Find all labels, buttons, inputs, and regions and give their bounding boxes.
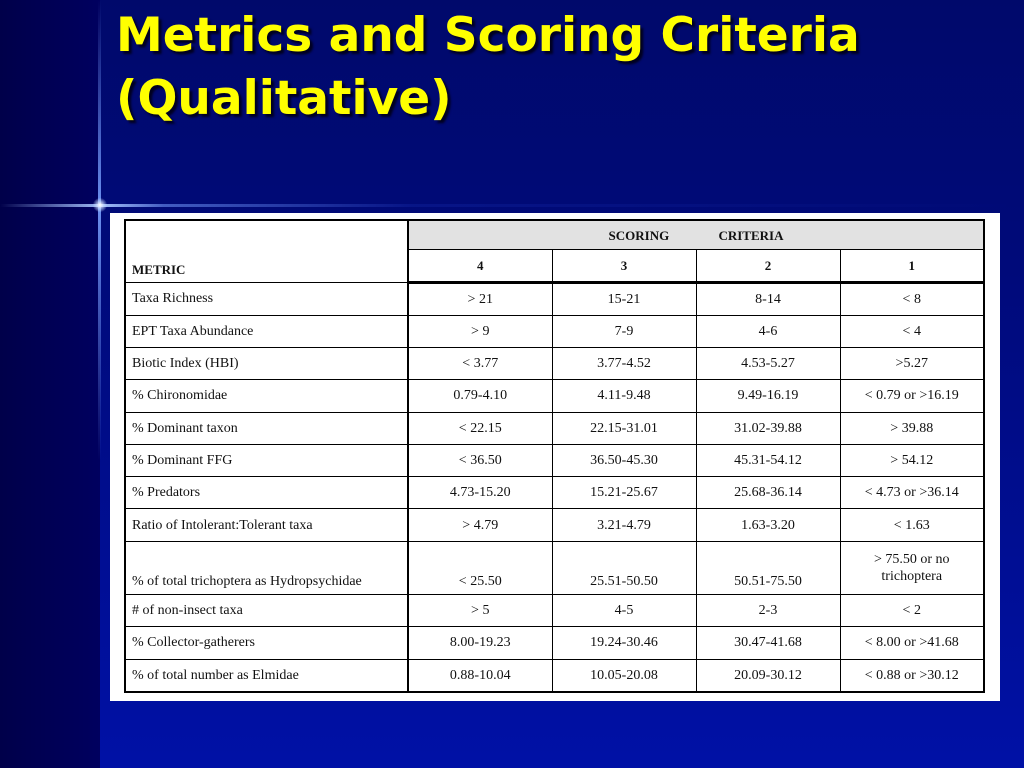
table-row: # of non-insect taxa > 5 4-5 2-3 < 2 [124,594,985,628]
metric-name-cell: % of total number as Elmidae [124,658,409,693]
score-cell: 7-9 [551,314,697,349]
table-row: % of total number as Elmidae 0.88-10.04 … [124,658,985,693]
metric-name-cell: % Collector-gatherers [124,626,409,660]
score-cell: < 22.15 [407,411,553,445]
score-cell: < 25.50 [407,540,553,596]
metric-name-cell: # of non-insect taxa [124,594,409,628]
scoring-criteria-header: SCORING CRITERIA [407,219,985,251]
table-row: % Chironomidae 0.79-4.10 4.11-9.48 9.49-… [124,379,985,413]
score-cell: > 75.50 or no trichoptera [839,540,985,596]
score-cell: 22.15-31.01 [551,411,697,445]
score-cell: 4.73-15.20 [407,476,553,510]
score-cell: 4.11-9.48 [551,379,697,413]
score-cell: 31.02-39.88 [695,411,841,445]
score-cell: < 2 [839,594,985,628]
score-cell: > 9 [407,314,553,349]
score-cell: 3.21-4.79 [551,508,697,542]
metric-name-cell: Ratio of Intolerant:Tolerant taxa [124,508,409,542]
score-cell: 8-14 [695,281,841,316]
table-panel: METRIC SCORING CRITERIA 4 3 2 1 Taxa Ric… [110,213,1000,701]
table-header-row: METRIC SCORING CRITERIA [124,219,985,283]
score-cell: 4-5 [551,594,697,628]
slide-title-line-1: Metrics and Scoring Criteria [116,8,860,63]
score-cell: 15.21-25.67 [551,476,697,510]
metric-name-cell: Biotic Index (HBI) [124,347,409,381]
table-row: % Dominant FFG < 36.50 36.50-45.30 45.31… [124,443,985,478]
score-cell: < 8 [839,281,985,316]
metric-column-header: METRIC [124,219,409,283]
score-cell: < 0.79 or >16.19 [839,379,985,413]
score-column-header: 2 [695,249,841,284]
slide-title-line-2: (Qualitative) [116,71,452,126]
table-row: % of total trichoptera as Hydropsychidae… [124,540,985,596]
score-cell: > 5 [407,594,553,628]
score-column-header: 3 [551,249,697,284]
score-cell: < 4 [839,314,985,349]
score-column-header: 1 [839,249,985,284]
score-cell: > 4.79 [407,508,553,542]
vertical-light-streak [98,0,101,768]
metric-name-cell: EPT Taxa Abundance [124,314,409,349]
score-cell: < 8.00 or >41.68 [839,626,985,660]
score-cell: 8.00-19.23 [407,626,553,660]
score-cell: 36.50-45.30 [551,443,697,478]
score-cell: 2-3 [695,594,841,628]
metric-name-cell: % of total trichoptera as Hydropsychidae [124,540,409,596]
score-cell: 3.77-4.52 [551,347,697,381]
score-columns-row: 4 3 2 1 [125,249,985,284]
table-row: % Predators 4.73-15.20 15.21-25.67 25.68… [124,476,985,510]
score-cell: > 21 [407,281,553,316]
scoring-criteria-table: METRIC SCORING CRITERIA 4 3 2 1 Taxa Ric… [124,219,985,693]
score-cell: < 4.73 or >36.14 [839,476,985,510]
score-cell: 50.51-75.50 [695,540,841,596]
score-cell: < 36.50 [407,443,553,478]
table-row: % Dominant taxon < 22.15 22.15-31.01 31.… [124,411,985,445]
slide-title: Metrics and Scoring Criteria (Qualitativ… [116,4,996,130]
score-cell: 9.49-16.19 [695,379,841,413]
metric-name-cell: Taxa Richness [124,281,409,316]
score-cell: < 1.63 [839,508,985,542]
score-cell: 30.47-41.68 [695,626,841,660]
scoring-header-word-2: CRITERIA [718,227,784,243]
metric-name-cell: % Predators [124,476,409,510]
score-cell: 0.88-10.04 [407,658,553,693]
horizontal-light-streak [0,204,1024,207]
score-cell: >5.27 [839,347,985,381]
score-cell: > 39.88 [839,411,985,445]
score-cell: > 54.12 [839,443,985,478]
table-row: % Collector-gatherers 8.00-19.23 19.24-3… [124,626,985,660]
score-cell: 15-21 [551,281,697,316]
score-cell: 1.63-3.20 [695,508,841,542]
table-row: Taxa Richness > 21 15-21 8-14 < 8 [124,281,985,316]
metric-name-cell: % Dominant taxon [124,411,409,445]
left-accent-band [0,0,100,768]
score-column-header: 4 [407,249,553,284]
score-cell: < 3.77 [407,347,553,381]
table-row: EPT Taxa Abundance > 9 7-9 4-6 < 4 [124,314,985,349]
score-cell: < 0.88 or >30.12 [839,658,985,693]
table-row: Ratio of Intolerant:Tolerant taxa > 4.79… [124,508,985,542]
score-cell: 45.31-54.12 [695,443,841,478]
score-cell: 19.24-30.46 [551,626,697,660]
light-flare [93,198,107,212]
scoring-header-word-1: SCORING [608,227,670,243]
metric-name-cell: % Chironomidae [124,379,409,413]
score-cell: 10.05-20.08 [551,658,697,693]
score-cell: 25.68-36.14 [695,476,841,510]
metric-name-cell: % Dominant FFG [124,443,409,478]
score-cell: 25.51-50.50 [551,540,697,596]
score-cell: 20.09-30.12 [695,658,841,693]
score-cell: 0.79-4.10 [407,379,553,413]
table-row: Biotic Index (HBI) < 3.77 3.77-4.52 4.53… [124,347,985,381]
score-cell: 4.53-5.27 [695,347,841,381]
score-cell: 4-6 [695,314,841,349]
